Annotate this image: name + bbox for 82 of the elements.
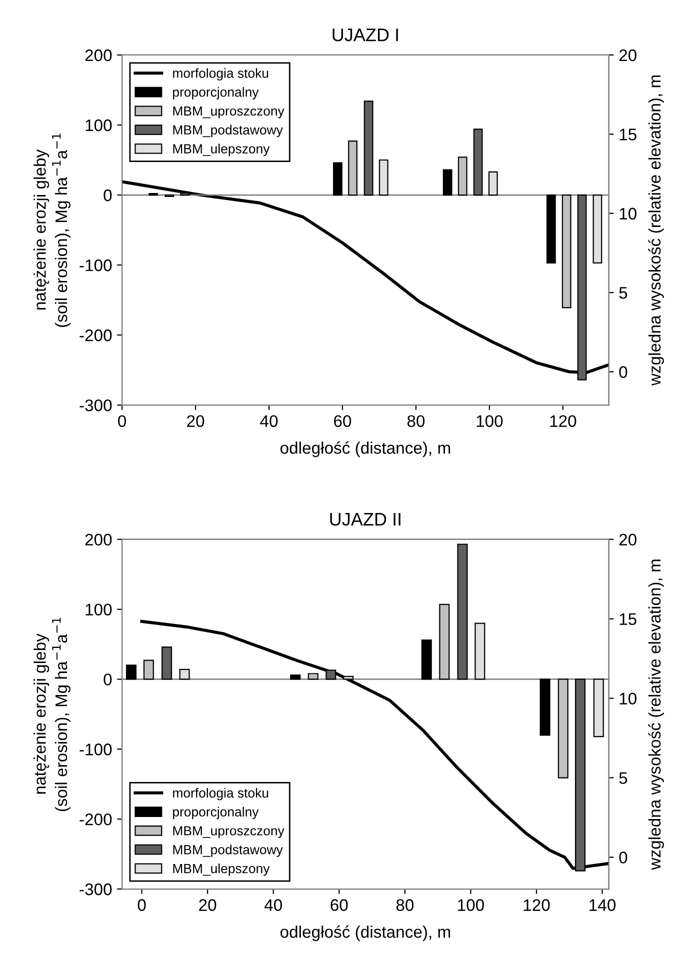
y2-tick-label: 15 xyxy=(620,128,636,140)
y2-tick-label: 0 xyxy=(619,366,628,378)
bar xyxy=(378,159,388,196)
x-tick-label: 60 xyxy=(330,899,348,911)
bar xyxy=(540,678,550,736)
y2-axis-title: wzgledna wysokość (relative elevation), m xyxy=(648,560,664,870)
chart-title: UJAZD I xyxy=(332,28,398,42)
x-tick-label: 40 xyxy=(264,899,282,911)
bar xyxy=(364,100,374,196)
x-tick-label: 140 xyxy=(590,899,616,911)
y-axis-title: natężenie erozji gleby (soil erosion), Mg ha$^{−1}$a$^{−1}$ xyxy=(34,618,70,812)
y2-tick-label: 0 xyxy=(619,852,628,864)
chart-title: UJAZD II xyxy=(330,513,400,526)
x-tick-label: 80 xyxy=(396,899,414,911)
y-tick-label: -300 xyxy=(80,883,112,896)
y2-tick-label: 5 xyxy=(619,772,628,784)
y-tick-label: -100 xyxy=(80,259,112,272)
bar xyxy=(562,194,572,308)
y-tick-label: 200 xyxy=(85,49,112,62)
x-tick-label: 20 xyxy=(187,415,204,428)
x-tick-label: 120 xyxy=(524,899,550,911)
x-axis-title: odległość (distance), m xyxy=(280,441,450,458)
y2-tick-label: 15 xyxy=(620,613,636,626)
x-tick-label: 100 xyxy=(476,415,503,428)
y2-axis-title: wzgledna wysokość (relative elevation), m xyxy=(648,75,664,386)
legend-label: MBM_ulepszony xyxy=(173,144,270,156)
y-axis-title: natężenie erozji gleby (soil erosion), Mg ha$^{−1}$a$^{−1}$ xyxy=(34,134,70,327)
bar xyxy=(442,169,452,196)
x-tick-label: 20 xyxy=(199,899,216,911)
bar xyxy=(592,194,602,264)
legend-label: MBM_podstawowy xyxy=(173,844,283,857)
y-tick-label: 100 xyxy=(86,119,112,132)
bar xyxy=(162,646,172,680)
y-tick-label: -200 xyxy=(80,813,112,826)
bar xyxy=(343,676,354,680)
legend-label: proporcjonalny xyxy=(173,87,259,100)
bar xyxy=(546,194,556,264)
x-tick-label: 80 xyxy=(407,415,425,428)
bar xyxy=(474,622,486,680)
y2-tick-label: 10 xyxy=(620,208,636,220)
y-tick-label: 100 xyxy=(86,604,112,616)
y-tick-label: 0 xyxy=(104,189,112,202)
y-tick-label: -100 xyxy=(80,744,112,756)
x-tick-label: 100 xyxy=(458,899,484,911)
bar xyxy=(326,670,336,680)
bar xyxy=(488,171,498,196)
bar xyxy=(458,156,468,196)
y-tick-label: -200 xyxy=(80,329,112,342)
y2-tick-label: 5 xyxy=(619,287,628,299)
legend-label: MBM_uproszczony xyxy=(173,106,284,118)
legend-label: MBM_podstawowy xyxy=(173,124,283,138)
bar xyxy=(180,192,190,196)
bar xyxy=(593,678,604,738)
bar xyxy=(126,664,137,680)
x-axis-title: odległość (distance), m xyxy=(280,925,450,942)
y-tick-label: 0 xyxy=(104,674,112,686)
bar xyxy=(179,668,190,680)
legend-label: morfologia stoku xyxy=(173,788,268,800)
x-tick-label: 40 xyxy=(260,415,278,428)
y2-tick-label: 20 xyxy=(619,534,636,546)
y2-tick-label: 10 xyxy=(620,692,636,704)
bar xyxy=(439,604,450,680)
bar xyxy=(473,128,483,196)
y-tick-label: -300 xyxy=(80,399,112,412)
y2-tick-label: 20 xyxy=(619,49,636,62)
bar xyxy=(348,140,358,196)
bar xyxy=(308,673,318,680)
legend-label: morfologia stoku xyxy=(173,68,268,80)
legend-label: proporcjonalny xyxy=(173,806,259,820)
bar xyxy=(421,640,432,680)
x-tick-label: 0 xyxy=(118,415,126,428)
x-tick-label: 60 xyxy=(334,415,352,428)
bar xyxy=(333,162,342,196)
legend-label: MBM_ulepszony xyxy=(173,864,270,876)
bar xyxy=(457,544,468,680)
bar xyxy=(143,660,154,680)
bar xyxy=(558,678,568,778)
x-tick-label: 0 xyxy=(138,899,146,911)
x-tick-label: 120 xyxy=(550,415,576,428)
y-tick-label: 200 xyxy=(85,534,112,546)
bar xyxy=(290,674,301,680)
legend-label: MBM_uproszczony xyxy=(173,826,284,838)
